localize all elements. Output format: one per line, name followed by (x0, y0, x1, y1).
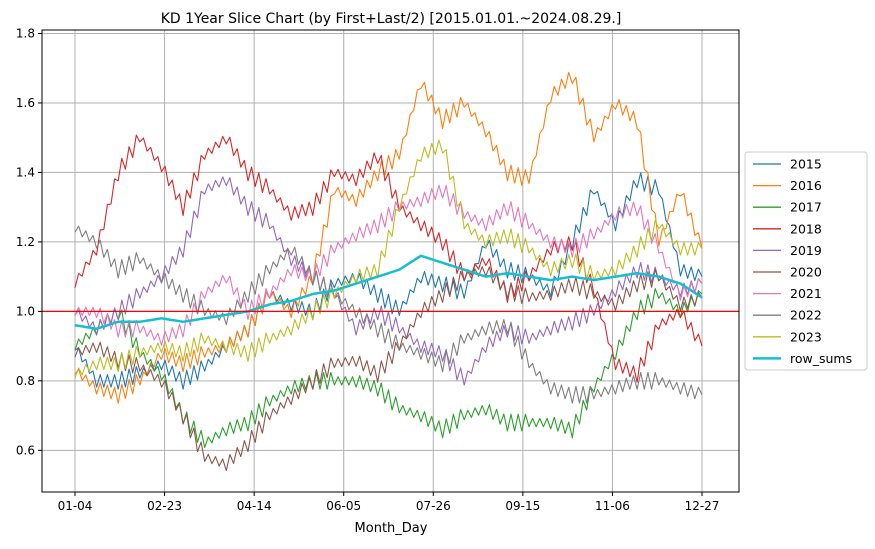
y-tick-label: 1.6 (16, 96, 35, 110)
legend-label-2019: 2019 (790, 243, 822, 258)
series-line-2021 (74, 184, 703, 346)
y-tick-label: 1.2 (16, 235, 35, 249)
legend-label-2016: 2016 (790, 178, 822, 193)
series-line-row_sums (74, 254, 703, 330)
series-line-2023 (74, 139, 703, 379)
series-line-2018 (74, 134, 703, 383)
series-line-2016 (74, 71, 703, 404)
x-axis-label: Month_Day (355, 521, 428, 536)
y-tick-label: 1.8 (16, 26, 35, 40)
series-line-2020 (74, 266, 703, 472)
series-lines (74, 71, 703, 472)
legend-label-2018: 2018 (790, 221, 822, 236)
legend-label-2020: 2020 (790, 265, 822, 280)
x-tick-label: 06-05 (326, 499, 361, 513)
x-tick-label: 12-27 (685, 499, 720, 513)
legend-label-2015: 2015 (790, 157, 822, 172)
x-tick-label: 11-06 (595, 499, 630, 513)
series-line-2015 (74, 172, 703, 390)
axes: 01-04 02-23 04-14 06-05 07-26 09-15 11-06 12-27… (16, 26, 720, 513)
y-tick-label: 0.8 (16, 374, 35, 388)
x-tick-label: 09-15 (505, 499, 540, 513)
legend: 2015 2016 2017 2018 2019 2020 2021 2022 2023 row_… (744, 151, 868, 371)
legend-label-row_sums: row_sums (790, 351, 852, 366)
legend-label-2022: 2022 (790, 308, 822, 323)
x-tick-label: 02-23 (147, 499, 182, 513)
legend-label-2017: 2017 (790, 200, 822, 215)
series-line-2022 (74, 225, 703, 404)
series-line-2017 (74, 288, 703, 449)
y-tick-label: 1.0 (16, 304, 35, 318)
y-tick-label: 0.6 (16, 443, 35, 457)
x-tick-label: 04-14 (237, 499, 272, 513)
x-tick-label: 01-04 (58, 499, 93, 513)
x-tick-label: 07-26 (416, 499, 451, 513)
y-tick-label: 1.4 (16, 165, 35, 179)
legend-label-2023: 2023 (790, 329, 822, 344)
legend-label-2021: 2021 (790, 286, 822, 301)
grid (42, 30, 739, 492)
chart-title: KD 1Year Slice Chart (by First+Last/2) [… (161, 11, 622, 27)
plot-frame (41, 29, 740, 493)
